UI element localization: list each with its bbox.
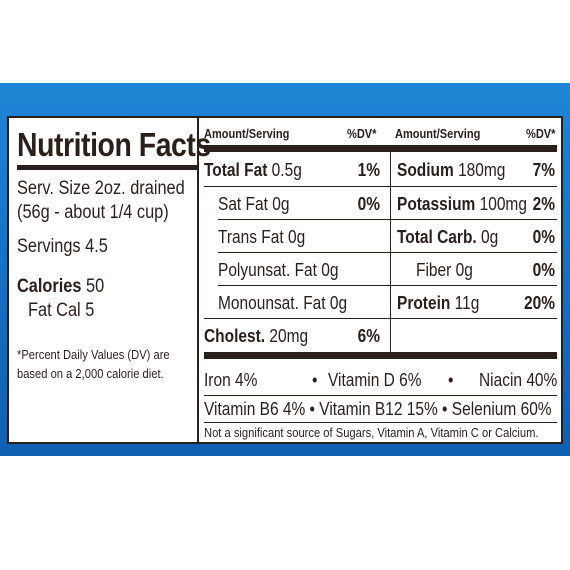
column-divider — [197, 118, 199, 442]
row-sat-fat: Sat Fat 0g — [218, 194, 290, 214]
dv-sodium: 7% — [532, 160, 555, 180]
vitamins-rule — [204, 352, 557, 359]
vitamins-line2: Vitamin B6 4% • Vitamin B12 15% • Seleni… — [204, 399, 552, 419]
row-monounsat-fat: Monounsat. Fat 0g — [218, 293, 348, 313]
header-dv-left: %DV* — [347, 126, 377, 141]
row-rule — [390, 219, 557, 220]
servings-per-container: Servings 4.5 — [17, 236, 108, 257]
row-rule — [218, 252, 390, 253]
row-rule — [204, 395, 557, 396]
dv-cholesterol: 6% — [357, 326, 380, 346]
row-rule — [204, 186, 390, 187]
calories: Calories 50 — [17, 276, 104, 298]
row-rule — [390, 186, 557, 187]
row-rule — [390, 285, 557, 286]
calories-value: 50 — [86, 276, 105, 297]
serving-size-line2: (56g - about 1/4 cup) — [17, 202, 169, 223]
row-trans-fat: Trans Fat 0g — [218, 227, 306, 247]
vitamin-iron: Iron 4% — [204, 370, 258, 390]
row-rule — [204, 318, 557, 319]
header-amount-right: Amount/Serving — [395, 126, 481, 141]
footnote-line2: based on a 2,000 calorie diet. — [17, 366, 164, 381]
row-rule — [218, 285, 390, 286]
header-dv-right: %DV* — [526, 126, 556, 141]
dv-total-carb: 0% — [532, 227, 555, 247]
row-sodium: Sodium 180mg — [397, 160, 506, 180]
dv-fiber: 0% — [532, 260, 555, 280]
row-fiber: Fiber 0g — [416, 260, 473, 280]
cholesterol-divider — [390, 318, 391, 352]
label-left-column: Nutrition Facts Serv. Size 2oz. drained … — [9, 118, 211, 442]
vitamin-bullet: • — [312, 370, 318, 390]
row-rule — [204, 422, 557, 423]
header-rule — [204, 145, 557, 152]
row-potassium: Potassium 100mg — [397, 194, 527, 214]
table-center-divider — [390, 152, 391, 318]
title-rule — [17, 165, 197, 170]
serving-size-line1: Serv. Size 2oz. drained — [17, 178, 185, 199]
footnote-line1: *Percent Daily Values (DV) are — [17, 347, 170, 362]
header-amount-left: Amount/Serving — [204, 126, 290, 141]
row-cholesterol: Cholest. 20mg — [204, 326, 309, 346]
nutrient-table: Amount/Serving %DV* Amount/Serving %DV* … — [204, 118, 557, 442]
vitamin-d: Vitamin D 6% — [328, 370, 422, 390]
vitamin-bullet: • — [448, 370, 454, 390]
nutrition-facts-label: Nutrition Facts Serv. Size 2oz. drained … — [7, 116, 563, 444]
row-total-fat: Total Fat 0.5g — [204, 160, 302, 180]
row-protein: Protein 11g — [397, 293, 480, 313]
row-total-carb: Total Carb. 0g — [397, 227, 499, 247]
dv-sat-fat: 0% — [357, 194, 380, 214]
dv-protein: 20% — [524, 293, 555, 313]
row-rule — [218, 219, 390, 220]
calories-label: Calories — [17, 276, 82, 297]
dv-potassium: 2% — [532, 194, 555, 214]
dv-total-fat: 1% — [357, 160, 380, 180]
vitamin-niacin: Niacin 40% — [479, 370, 558, 390]
row-rule — [390, 252, 557, 253]
fat-calories: Fat Cal 5 — [28, 300, 95, 321]
disclaimer: Not a significant source of Sugars, Vita… — [204, 425, 539, 440]
label-title: Nutrition Facts — [17, 126, 211, 163]
row-polyunsat-fat: Polyunsat. Fat 0g — [218, 260, 339, 280]
